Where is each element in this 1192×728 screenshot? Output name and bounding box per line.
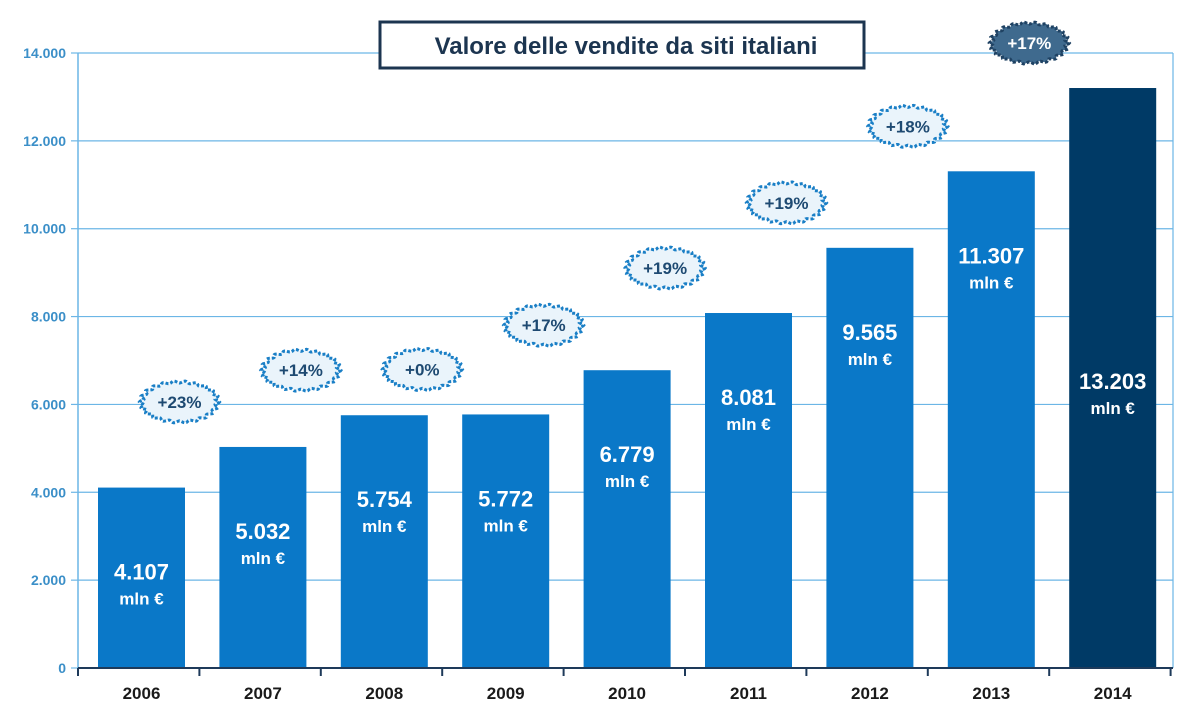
chart-title-box: Valore delle vendite da siti italiani	[378, 20, 866, 70]
growth-badge-shape	[137, 379, 222, 425]
growth-badge: +14%	[258, 347, 343, 393]
bar-unit-label: mln €	[605, 472, 650, 491]
bar-unit-label: mln €	[241, 549, 286, 568]
growth-badge-shape	[987, 20, 1072, 66]
axis-layer: 2006 2007 2008 2009 2010 2011 2012 2013 2014	[77, 667, 1173, 703]
growth-badge-label: +0%	[405, 360, 440, 379]
bar-2010	[583, 370, 671, 668]
bar-value-label: 11.307	[958, 243, 1024, 268]
x-tick-label: 2011	[730, 684, 767, 703]
bar-unit-label: mln €	[1090, 399, 1135, 418]
growth-badge-label: +23%	[158, 393, 202, 412]
y-tick-label: 14.000	[23, 45, 66, 61]
growth-badge-shape	[623, 245, 708, 291]
growth-badge-shape	[258, 347, 343, 393]
y-tick-label: 6.000	[31, 396, 66, 412]
y-tick-label: 12.000	[23, 133, 66, 149]
bar-unit-label: mln €	[119, 590, 164, 609]
growth-badge-shape	[501, 302, 586, 348]
growth-badge-label: +19%	[643, 259, 687, 278]
y-tick-label: 2.000	[31, 572, 66, 588]
bar-2012	[826, 247, 914, 668]
y-tick-label: 0	[58, 660, 66, 676]
bar-layer: 4.107 mln € 5.032 mln € 5.754 mln € 5.772 mln €…	[98, 88, 1157, 669]
bar-unit-label: mln €	[848, 350, 893, 369]
y-tick-label: 8.000	[31, 309, 66, 325]
x-tick-label: 2012	[851, 684, 889, 703]
x-tick-label: 2006	[123, 684, 161, 703]
chart-title: Valore delle vendite da siti italiani	[435, 33, 818, 60]
bar-value-label: 9.565	[842, 320, 897, 345]
x-tick-label: 2014	[1094, 684, 1132, 703]
bar-2007	[219, 446, 307, 668]
bar-value-label: 13.203	[1079, 369, 1146, 394]
chart-title-border	[378, 20, 866, 70]
x-tick-label: 2007	[244, 684, 282, 703]
bar-2006	[98, 487, 185, 668]
growth-badge: +19%	[623, 245, 708, 291]
growth-badge-label: +19%	[765, 194, 809, 213]
bar-2009	[462, 414, 550, 668]
growth-badge: +17%	[501, 302, 586, 348]
growth-badge: +17%	[987, 20, 1072, 66]
bar-unit-label: mln €	[969, 273, 1014, 292]
growth-badge-label: +17%	[1007, 34, 1051, 53]
growth-badge-shape	[865, 103, 950, 149]
bar-value-label: 5.754	[357, 487, 413, 512]
y-tick-label: 4.000	[31, 484, 66, 500]
bar-unit-label: mln €	[726, 415, 771, 434]
growth-badge-label: +14%	[279, 361, 323, 380]
x-tick-label: 2010	[608, 684, 646, 703]
growth-badge: +18%	[865, 103, 950, 149]
x-tick-label: 2008	[365, 684, 403, 703]
growth-badge: +19%	[744, 180, 829, 226]
bar-2011	[705, 313, 792, 668]
bar-value-label: 4.107	[114, 560, 169, 585]
growth-badge-label: +18%	[886, 117, 930, 136]
bar-unit-label: mln €	[483, 516, 528, 535]
growth-badge-layer: +23% +14% +0% +17% +19% +19% +18% +17%	[137, 20, 1072, 425]
bar-value-label: 6.779	[600, 442, 655, 467]
x-tick-label: 2009	[487, 684, 525, 703]
growth-badge-label: +17%	[522, 316, 566, 335]
bar-value-label: 5.772	[478, 486, 533, 511]
bar-2008	[340, 415, 428, 668]
bar-2013	[947, 171, 1035, 669]
bar-unit-label: mln €	[362, 517, 407, 536]
growth-badge-shape	[380, 347, 465, 392]
bar-value-label: 8.081	[721, 385, 776, 410]
growth-badge: +23%	[137, 379, 222, 425]
y-tick-label: 10.000	[23, 221, 66, 237]
growth-badge-shape	[744, 180, 829, 226]
x-tick-label: 2013	[972, 684, 1010, 703]
growth-badge: +0%	[380, 347, 465, 392]
bar-2014	[1069, 88, 1157, 669]
bar-value-label: 5.032	[235, 519, 290, 544]
